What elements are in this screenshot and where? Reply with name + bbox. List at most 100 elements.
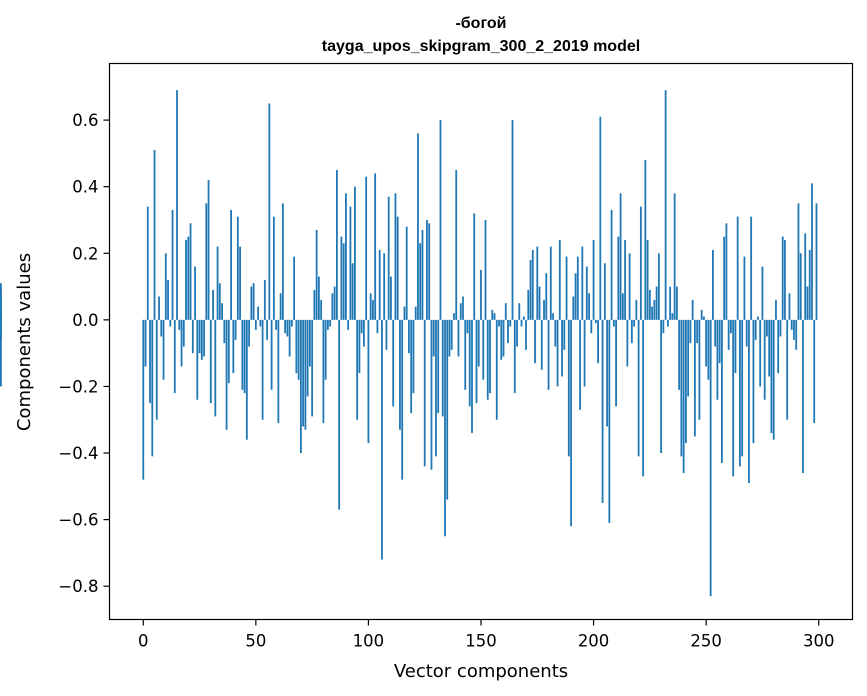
y-tick-label: 0.6 [72,111,98,130]
bar [160,319,163,337]
bar [385,319,388,350]
bar [534,319,536,364]
bar [511,120,514,320]
bar [198,319,201,354]
bar [610,209,613,320]
bar [155,319,158,420]
bar [158,296,160,320]
bar [660,319,663,454]
bar [554,319,557,347]
bar [295,319,298,374]
bar [657,253,660,320]
bar [471,319,473,434]
bar [680,319,683,457]
bar [448,319,451,357]
bar [707,319,710,380]
bar [146,206,149,320]
bar [752,319,755,444]
bar [205,203,208,320]
bar [459,303,462,320]
bar [498,319,500,327]
bar [588,293,590,320]
bar [531,249,534,320]
bar [597,319,599,364]
bar [784,239,786,320]
bar [745,319,748,347]
bar [345,193,347,320]
x-tick-label: 50 [245,632,266,651]
bar [669,286,672,320]
bar [0,289,2,320]
plot-frame [108,62,854,621]
bar [594,319,597,324]
bar [372,299,374,320]
bar [450,319,453,350]
bar [570,319,572,527]
bar [725,223,728,320]
y-axis: −0.8 −0.6 −0.4 −0.2 0.0 0.2 0.4 0.6 [58,111,110,596]
bar [630,319,633,344]
bar [772,319,775,440]
bar [153,150,156,320]
bar [0,319,2,340]
bar [565,256,568,320]
bar [811,183,813,320]
bar [682,319,685,474]
bar [277,319,280,424]
bar [574,273,577,320]
bar [687,319,690,397]
bar [453,313,455,320]
bar [788,293,791,320]
bar [648,289,651,320]
bar [754,319,757,340]
bar [522,316,525,320]
bar [432,319,435,357]
bar [736,216,739,320]
bar [299,319,302,454]
bar [612,319,615,327]
bar [378,249,381,320]
bar [790,319,793,330]
bar [579,319,581,410]
bar [151,319,154,457]
bar [437,319,440,414]
bar [358,319,361,374]
bar [324,319,327,380]
bar [644,160,647,320]
bar [721,319,723,464]
bar [624,239,626,320]
bar [338,319,341,510]
bar [214,319,217,417]
bar [603,263,606,320]
bar [417,133,419,320]
bar [536,246,539,320]
bar [320,299,323,320]
bar [347,319,350,330]
bar [639,206,642,320]
bar [734,319,737,374]
bar [615,319,617,407]
bar [392,319,395,407]
bar [464,319,467,390]
bar [516,319,518,347]
bar [664,90,667,320]
bar [315,229,318,320]
bar [390,276,392,320]
bar [149,319,151,404]
bar [678,319,681,390]
bar [164,253,167,320]
bar [709,319,712,597]
bar [509,319,512,327]
bar [545,273,548,320]
bar [484,219,487,320]
bar [583,319,586,387]
bar [651,306,654,320]
chart-title: -богой [455,15,506,32]
bar [423,319,426,467]
bar [529,259,532,320]
bar [763,319,766,400]
bar [383,253,386,320]
bar [700,309,703,320]
bar [336,170,338,320]
bar [540,319,543,370]
